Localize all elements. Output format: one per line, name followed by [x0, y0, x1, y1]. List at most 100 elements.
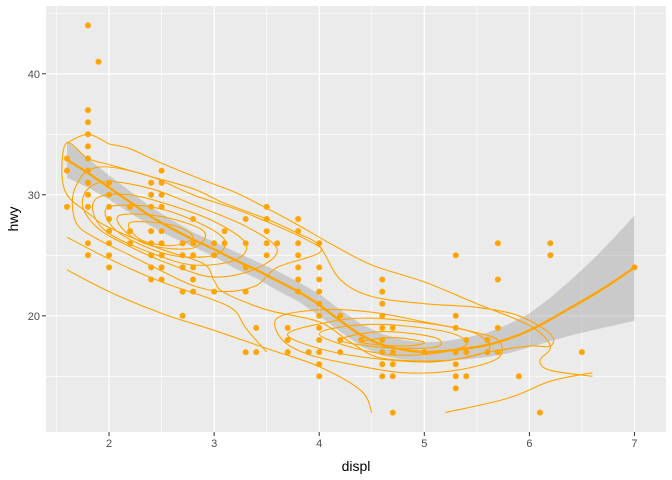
data-point [389, 409, 396, 416]
data-point [158, 240, 165, 247]
data-point [295, 252, 302, 259]
density-contour [127, 221, 194, 247]
data-point [452, 324, 459, 331]
data-point [379, 361, 386, 368]
data-point [547, 240, 554, 247]
data-point [85, 155, 91, 162]
data-point [221, 228, 228, 235]
data-point [547, 252, 554, 259]
data-point [148, 228, 155, 235]
data-point [85, 119, 91, 126]
data-point [179, 252, 186, 259]
density-contour [66, 269, 373, 413]
data-point [253, 324, 260, 331]
data-point [337, 349, 344, 356]
data-point [316, 240, 323, 247]
data-point [211, 252, 218, 259]
data-point [179, 288, 186, 295]
data-point [316, 337, 323, 343]
data-point [127, 228, 134, 235]
data-point [578, 349, 585, 356]
data-point [64, 155, 70, 162]
y-tick-label: 30 [28, 190, 40, 202]
data-point [452, 361, 459, 368]
data-point [389, 373, 396, 380]
data-point [263, 252, 270, 259]
data-point [295, 228, 302, 235]
data-point [106, 240, 113, 247]
data-point [274, 240, 281, 247]
data-point [379, 312, 386, 319]
data-point [316, 349, 323, 356]
data-point [316, 300, 323, 307]
data-point [148, 264, 155, 271]
data-point [515, 373, 522, 380]
data-point [158, 203, 165, 210]
data-point [337, 312, 344, 319]
data-point [148, 203, 155, 210]
data-point [85, 191, 91, 198]
data-point [494, 349, 501, 356]
data-point [463, 349, 470, 356]
data-point [85, 22, 91, 29]
data-point [106, 191, 113, 198]
data-point [190, 252, 197, 259]
data-point [316, 288, 323, 295]
data-point [190, 264, 197, 271]
data-point [295, 288, 302, 295]
data-point [190, 216, 197, 222]
data-point [494, 276, 501, 283]
data-point [85, 167, 91, 174]
data-point [284, 337, 291, 343]
data-point [484, 349, 491, 356]
data-point [484, 337, 491, 343]
data-point [190, 240, 197, 247]
data-point [85, 252, 91, 259]
data-point [263, 203, 270, 210]
density-contour [445, 372, 593, 414]
axes: 2 3 4 5 6 7 20 30 40 [28, 69, 638, 450]
data-point [379, 300, 386, 307]
y-tick-label: 20 [28, 311, 40, 323]
data-point [452, 252, 459, 259]
data-point [95, 58, 102, 65]
data-point [316, 312, 323, 319]
data-point [316, 324, 323, 331]
data-point [85, 107, 91, 114]
minor-gridlines [46, 6, 666, 432]
data-point [358, 337, 365, 343]
data-point [295, 216, 302, 222]
data-point [179, 240, 186, 247]
density-contour [61, 142, 555, 362]
smooth-fit-line [66, 158, 636, 354]
x-tick-label: 5 [421, 438, 427, 450]
data-point [85, 179, 91, 186]
data-point [452, 385, 459, 392]
y-tick-label: 40 [28, 69, 40, 81]
data-point [263, 240, 270, 247]
data-point [494, 324, 501, 331]
data-point [316, 276, 323, 283]
data-point [158, 264, 165, 271]
y-axis-title: hwy [5, 207, 21, 232]
data-point [158, 191, 165, 198]
data-point [106, 228, 113, 235]
data-point [305, 349, 312, 356]
data-point [379, 324, 386, 331]
data-point [211, 288, 218, 295]
data-point [158, 252, 165, 259]
data-point [379, 349, 386, 356]
data-point [190, 276, 197, 283]
data-points [64, 22, 638, 416]
data-point [242, 288, 249, 295]
data-point [127, 240, 134, 247]
data-point [316, 361, 323, 368]
data-point [263, 216, 270, 222]
data-point [158, 179, 165, 186]
data-point [494, 240, 501, 247]
data-point [242, 240, 249, 247]
data-point [452, 349, 459, 356]
data-point [316, 264, 323, 271]
data-point [379, 337, 386, 343]
